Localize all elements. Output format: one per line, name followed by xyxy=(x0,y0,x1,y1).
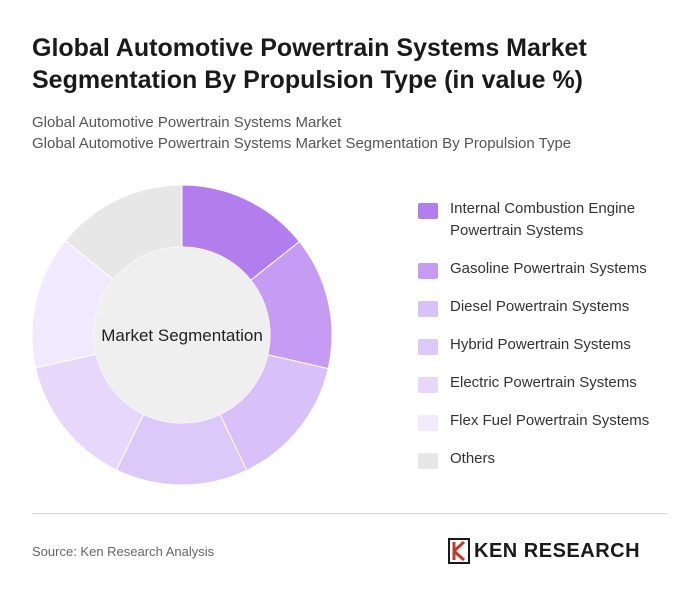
legend-swatch xyxy=(418,263,438,279)
legend-swatch xyxy=(418,339,438,355)
chart-title: Global Automotive Powertrain Systems Mar… xyxy=(32,34,587,94)
legend-label: Internal Combustion Engine Powertrain Sy… xyxy=(450,200,636,239)
legend-label: Diesel Powertrain Systems xyxy=(450,298,630,315)
logo-icon xyxy=(448,538,470,564)
legend-label: Electric Powertrain Systems xyxy=(450,374,637,391)
legend-label: Gasoline Powertrain Systems xyxy=(450,260,647,277)
donut-chart: Market Segmentation xyxy=(31,184,333,486)
legend-item: Hybrid Powertrain Systems xyxy=(418,334,678,356)
legend-label: Others xyxy=(450,450,496,467)
legend-item: Diesel Powertrain Systems xyxy=(418,296,678,318)
logo: KEN RESEARCH xyxy=(448,538,640,564)
divider xyxy=(32,513,668,514)
legend-label: Hybrid Powertrain Systems xyxy=(450,336,631,353)
legend-item: Electric Powertrain Systems xyxy=(418,372,678,394)
legend-item: Others xyxy=(418,448,678,470)
legend-swatch xyxy=(418,415,438,431)
logo-text: KEN RESEARCH xyxy=(474,539,641,562)
legend-item: Flex Fuel Powertrain Systems xyxy=(418,410,678,432)
subtitle: Global Automotive Powertrain Systems Mar… xyxy=(32,114,342,131)
subtitle: Global Automotive Powertrain Systems Mar… xyxy=(32,135,572,152)
source: Source: Ken Research Analysis xyxy=(32,544,215,559)
legend-swatch xyxy=(418,377,438,393)
legend-item: Internal Combustion Engine Powertrain Sy… xyxy=(418,198,678,242)
donut-center xyxy=(94,247,270,423)
legend-item: Gasoline Powertrain Systems xyxy=(418,258,678,280)
legend-label: Flex Fuel Powertrain Systems xyxy=(450,412,650,429)
legend-swatch xyxy=(418,453,438,469)
legend: Internal Combustion Engine Powertrain Sy… xyxy=(418,198,678,486)
legend-swatch xyxy=(418,203,438,219)
center-label: Market Segmentation xyxy=(101,326,263,345)
legend-swatch xyxy=(418,301,438,317)
